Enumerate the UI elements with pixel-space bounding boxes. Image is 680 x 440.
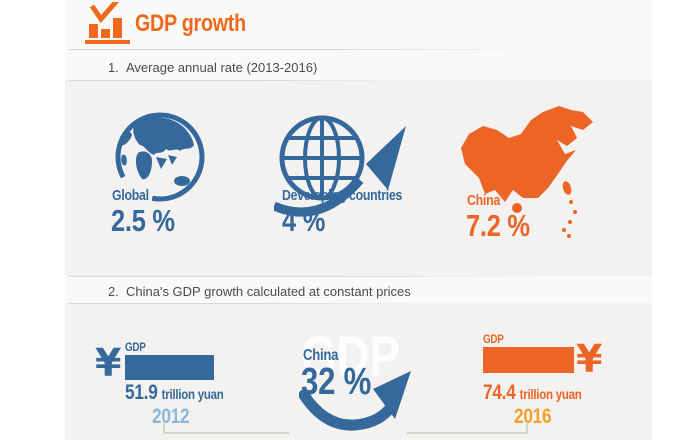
divider [69, 80, 407, 81]
divider [69, 303, 407, 304]
yuan-icon: ¥ [95, 341, 122, 385]
curved-up-arrow-icon [299, 367, 417, 431]
section1-heading: Average annual rate (2013-2016) [126, 60, 318, 75]
gdp-2016-bar [483, 347, 574, 373]
developing-countries-label: Developing countries [282, 187, 403, 204]
china-map-icon [459, 102, 607, 242]
section1-number: 1. [108, 60, 119, 75]
yuan-icon: ¥ [576, 337, 603, 381]
gdp-2012-bar [125, 355, 214, 380]
bracket-right-tick [526, 422, 528, 434]
year-2012: 2012 [152, 405, 190, 428]
globe-icon [104, 111, 216, 207]
growth-china-label: China [303, 347, 339, 364]
china-value: 7.2 % [466, 208, 530, 243]
growth-percent-value: 32 % [301, 361, 372, 403]
growth-chart-icon [85, 2, 131, 46]
section2-strip [65, 276, 652, 303]
gdp-2012-amount: 51.9 trillion yuan [125, 381, 224, 404]
global-value: 2.5 % [111, 203, 175, 238]
gdp-2012-label: GDP [125, 340, 146, 354]
developing-countries-value: 4 % [282, 203, 326, 238]
bracket-left-line [163, 432, 289, 434]
section2-heading: China's GDP growth calculated at constan… [126, 284, 411, 299]
divider [69, 276, 541, 277]
divider [69, 49, 541, 50]
gdp-2016-label: GDP [483, 332, 504, 346]
section1-strip [65, 49, 652, 80]
page-title: GDP growth [135, 11, 270, 37]
bracket-right-line [407, 432, 528, 434]
section2-number: 2. [108, 284, 119, 299]
page-title-text: GDP growth [135, 10, 246, 37]
china-label: China [467, 192, 500, 209]
year-2016: 2016 [514, 405, 552, 428]
gdp-watermark: GDP [301, 324, 400, 387]
gdp-2016-amount: 74.4 trillion yuan [483, 381, 582, 404]
title-strip [65, 0, 652, 49]
infographic-card: GDP growth 1. Average annual rate (2013-… [65, 0, 652, 440]
globe-arrow-icon [274, 110, 412, 218]
bracket-left-tick [163, 422, 165, 434]
global-label: Global [112, 187, 149, 204]
